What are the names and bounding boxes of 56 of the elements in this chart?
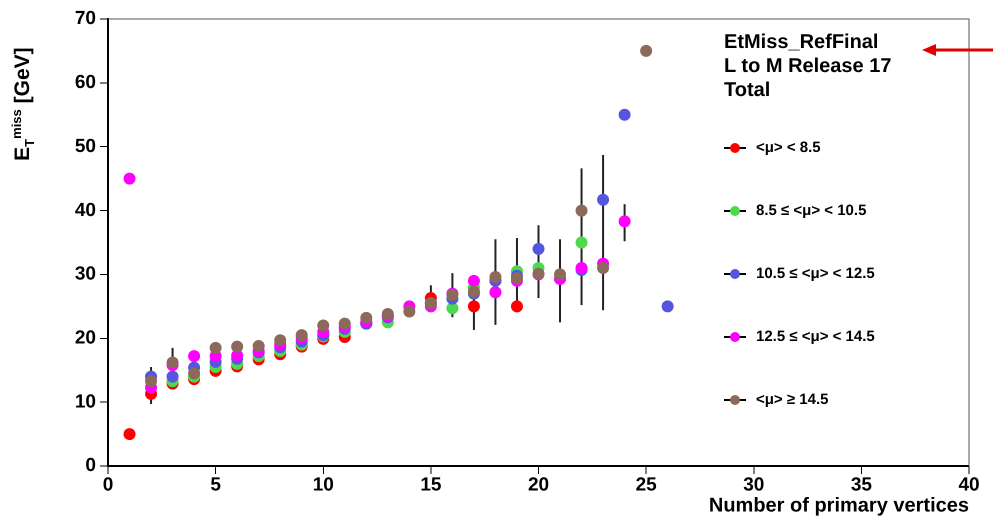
point — [618, 215, 631, 228]
legend-label: 10.5 ≤ <μ> < 12.5 — [756, 265, 875, 282]
point — [618, 108, 631, 121]
point — [576, 236, 588, 248]
point — [403, 305, 416, 318]
y-tick-label: 20 — [74, 328, 96, 349]
y-tick-label: 0 — [85, 455, 96, 476]
point — [188, 367, 200, 380]
point — [166, 370, 179, 383]
x-tick-label: 20 — [528, 474, 550, 496]
y-tick-label: 60 — [74, 72, 96, 94]
point — [446, 302, 458, 314]
point — [662, 300, 674, 312]
point — [338, 318, 351, 330]
y-tick-label: 50 — [74, 136, 96, 157]
x-tick-label: 35 — [850, 474, 872, 496]
point — [554, 268, 566, 280]
point — [510, 300, 523, 312]
y-tick-label: 10 — [74, 391, 96, 412]
point — [510, 272, 523, 284]
point — [532, 242, 544, 255]
point — [124, 172, 136, 185]
point — [317, 320, 330, 332]
point — [640, 44, 652, 57]
point — [210, 342, 222, 354]
x-tick-label: 10 — [312, 474, 334, 496]
legend-title: EtMiss_RefFinal L to M Release 17 Total — [724, 30, 892, 102]
point — [252, 340, 265, 352]
point — [166, 356, 179, 369]
y-tick-label: 70 — [74, 8, 96, 30]
point — [468, 274, 480, 287]
point — [296, 329, 308, 342]
point — [597, 262, 610, 274]
legend-label: <μ> < 8.5 — [756, 139, 821, 156]
point — [576, 204, 588, 217]
x-tick-label: 30 — [743, 474, 764, 496]
point — [489, 270, 502, 283]
x-tick-label: 25 — [636, 474, 658, 496]
point — [124, 428, 136, 440]
x-tick-label: 0 — [102, 474, 114, 496]
y-tick-label: 30 — [74, 264, 96, 285]
x-axis-title: Number of primary vertices — [708, 494, 969, 517]
point — [597, 194, 610, 206]
legend-label: <μ> ≥ 14.5 — [756, 391, 828, 408]
y-tick-label: 40 — [74, 200, 96, 221]
point — [274, 334, 286, 346]
point — [188, 350, 200, 362]
point — [360, 312, 372, 324]
legend-label: 12.5 ≤ <μ> < 14.5 — [756, 328, 875, 345]
legend-label: 8.5 ≤ <μ> < 10.5 — [756, 202, 866, 219]
x-tick-label: 40 — [958, 474, 980, 496]
point — [468, 300, 480, 312]
point — [145, 375, 158, 388]
x-tick-label: 15 — [420, 474, 442, 496]
point — [231, 340, 244, 353]
x-tick-label: 5 — [210, 474, 222, 496]
